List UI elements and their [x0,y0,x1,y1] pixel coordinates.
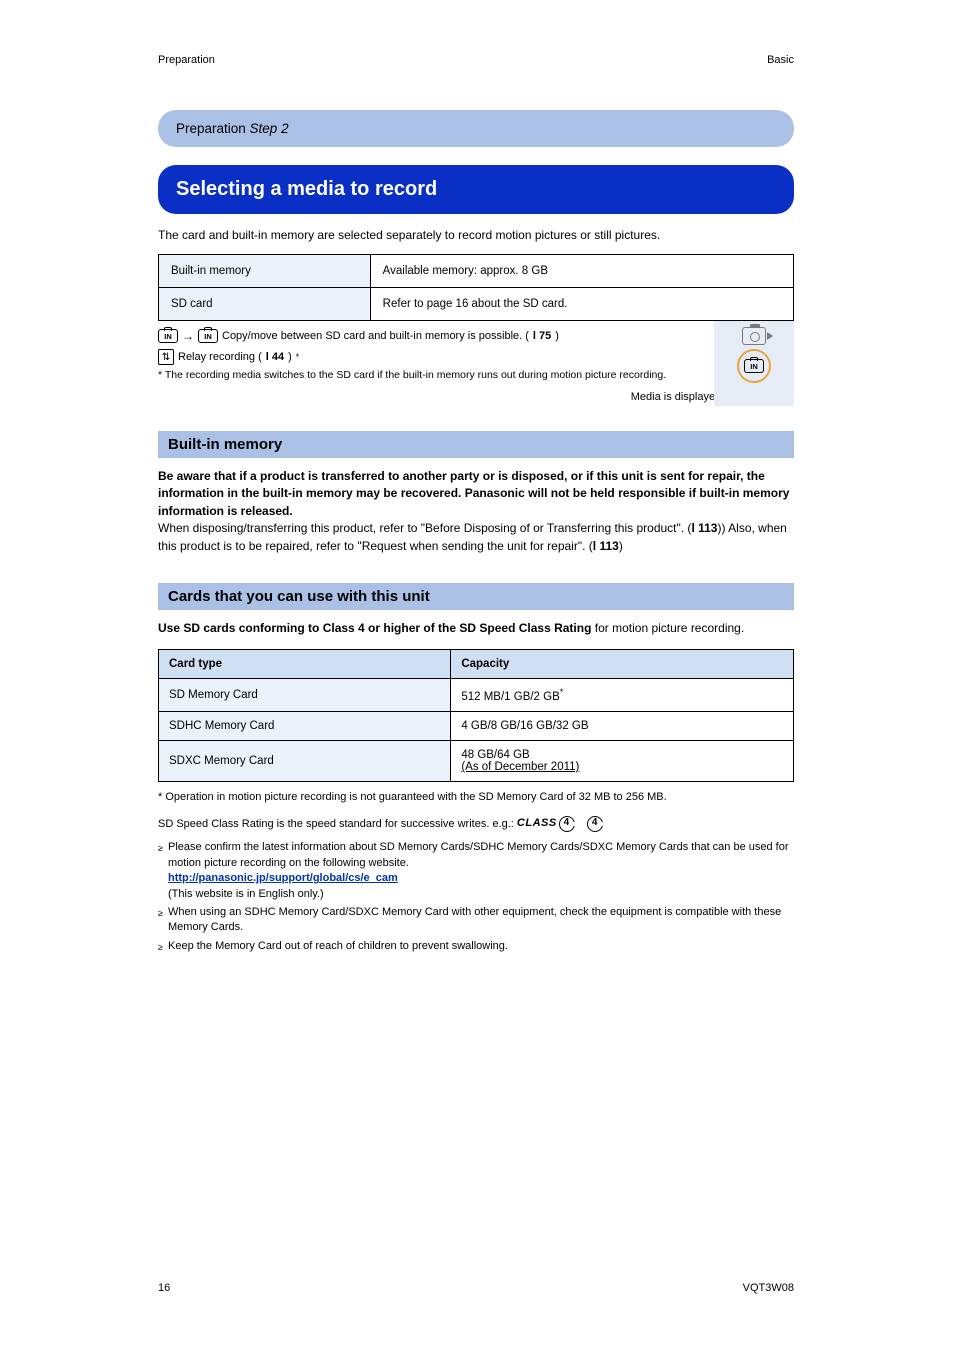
card-type: SDXC Memory Card [159,741,451,782]
circled-in-icon: IN [741,353,767,379]
storage-label: Built-in memory [159,255,371,288]
step-label: Step 2 [250,121,289,136]
memory-icon: IN [744,359,764,373]
copy-text: Copy/move between SD card and built-in m… [222,330,529,342]
table-row: SDXC Memory Card 48 GB/64 GB (As of Dece… [159,741,794,782]
page-ref-link[interactable]: l 113 [593,539,619,553]
builtin-paragraph: Be aware that if a product is transferre… [158,468,794,555]
storage-table: Built-in memory Available memory: approx… [158,254,794,321]
diagram-caption: Media is displayed on the screen. [158,391,794,403]
card-type: SDHC Memory Card [159,712,451,741]
memory-sd-icon: IN [198,329,218,343]
table-row: SDHC Memory Card 4 GB/8 GB/16 GB/32 GB [159,712,794,741]
col-header: Card type [159,650,451,679]
cards-intro: Use SD cards conforming to Class 4 or hi… [158,620,794,637]
card-capacity: 48 GB/64 GB (As of December 2011) [451,741,794,782]
card-capacity: 4 GB/8 GB/16 GB/32 GB [451,712,794,741]
relay-line: Relay recording ( l 44) * [158,349,794,365]
doc-code: VQT3W08 [743,1282,794,1294]
page-ref-link[interactable]: l 75 [533,330,551,342]
list-item: Keep the Memory Card out of reach of chi… [158,939,794,954]
cards-footnote: * Operation in motion picture recording … [158,790,794,805]
storage-label: SD card [159,288,371,321]
asterisk: * [296,352,300,362]
col-header: Capacity [451,650,794,679]
arrow-right-icon: → [182,329,194,343]
camera-icon [742,327,766,345]
table-row: SD Memory Card 512 MB/1 GB/2 GB* [159,679,794,712]
bullet-list: Please confirm the latest information ab… [158,840,794,954]
tail: ) [288,351,292,363]
tail: ) [555,330,559,342]
section-heading-builtin: Built-in memory [158,431,794,458]
copy-move-line: IN → IN Copy/move between SD card and bu… [158,329,794,343]
class4-logo-icon: CLASS4 [517,816,575,832]
step-prefix: Preparation [176,121,250,136]
memory-icon: IN [158,329,178,343]
as-of-link[interactable]: (As of December 2011) [461,761,579,773]
page-header-left: Preparation [158,54,215,66]
section-heading-cards: Cards that you can use with this unit [158,583,794,610]
support-url-link[interactable]: http://panasonic.jp/support/global/cs/e_… [168,872,398,884]
relay-icon [158,349,174,365]
cards-table: Card type Capacity SD Memory Card 512 MB… [158,649,794,782]
card-capacity: 512 MB/1 GB/2 GB* [451,679,794,712]
page-title-banner: Selecting a media to record [158,165,794,214]
table-row: SD card Refer to page 16 about the SD ca… [159,288,794,321]
relay-text: Relay recording ( [178,351,262,363]
card-type: SD Memory Card [159,679,451,712]
list-item: Please confirm the latest information ab… [158,840,794,902]
step-banner: Preparation Step 2 [158,110,794,147]
table-row: Built-in memory Available memory: approx… [159,255,794,288]
page-ref-link[interactable]: l 44 [266,351,284,363]
class4-circle-icon: 4 [587,816,603,832]
page-ref-link[interactable]: l 113 [691,521,717,535]
storage-value: Refer to page 16 about the SD card. [370,288,793,321]
list-item: When using an SDHC Memory Card/SDXC Memo… [158,905,794,936]
intro-paragraph: The card and built-in memory are selecte… [158,228,794,242]
speed-class-line: SD Speed Class Rating is the speed stand… [158,816,794,833]
storage-value: Available memory: approx. 8 GB [370,255,793,288]
relay-footnote: * The recording media switches to the SD… [158,369,794,381]
media-indicator-diagram: IN [714,321,794,406]
main-content: Preparation Step 2 Selecting a media to … [158,110,794,957]
page-number: 16 [158,1282,170,1294]
below-table-block: IN → IN Copy/move between SD card and bu… [158,329,794,381]
page-header-right: Basic [767,54,794,66]
